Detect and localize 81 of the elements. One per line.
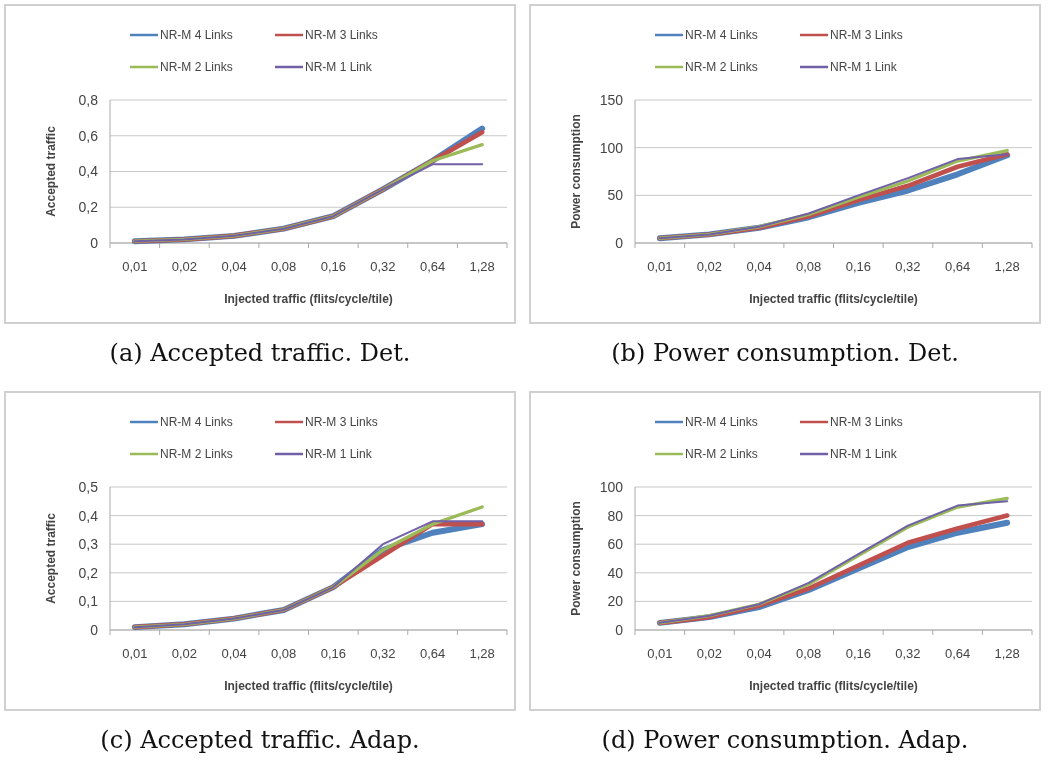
x-tick-label: 0,01: [647, 646, 673, 661]
text: (b) Power consumption. Det.: [611, 339, 959, 367]
x-tick-label: 0,02: [696, 646, 723, 661]
legend-label: NR-M 3 Links: [305, 28, 378, 43]
y-tick-label: 80: [607, 507, 624, 524]
legend-label: NR-M 1 Link: [305, 447, 373, 462]
x-tick-label: 0,04: [221, 646, 247, 661]
x-tick-label: 0,01: [122, 646, 148, 661]
x-tick-label: 0,01: [647, 259, 673, 274]
legend-label: NR-M 3 Links: [830, 415, 903, 430]
x-tick-label: 0,64: [419, 259, 446, 274]
x-axis-title: Injected traffic (flits/cycle/tile): [749, 292, 918, 306]
legend-label: NR-M 4 Links: [160, 415, 233, 430]
legend-label: NR-M 1 Link: [830, 60, 898, 75]
x-tick-label: 0,01: [122, 259, 148, 274]
y-tick-label: 0,8: [78, 91, 99, 108]
x-tick-label: 0,64: [944, 646, 971, 661]
y-axis-title: Power consumption: [569, 114, 583, 229]
y-axis-title: Accepted traffic: [44, 125, 58, 217]
x-tick-label: 0,02: [171, 646, 198, 661]
x-tick-label: 0,16: [320, 259, 346, 274]
y-tick-label: 0: [615, 234, 624, 251]
y-tick-label: 0: [90, 621, 99, 638]
y-tick-label: 20: [607, 593, 624, 610]
x-tick-label: 0,04: [221, 259, 247, 274]
x-tick-label: 1,28: [994, 646, 1020, 661]
y-tick-label: 60: [607, 536, 624, 553]
y-tick-label: 0,4: [78, 163, 99, 180]
x-tick-label: 0,64: [419, 646, 446, 661]
legend-label: NR-M 4 Links: [685, 28, 758, 43]
y-tick-label: 100: [599, 139, 624, 156]
y-tick-label: 0,3: [78, 536, 99, 553]
x-tick-label: 0,32: [370, 259, 396, 274]
x-tick-label: 0,08: [796, 646, 822, 661]
y-tick-label: 0: [90, 234, 99, 251]
legend-label: NR-M 4 Links: [160, 28, 233, 43]
y-tick-label: 0,1: [78, 593, 99, 610]
x-tick-label: 0,02: [696, 259, 723, 274]
x-tick-label: 0,64: [944, 259, 971, 274]
text: (d) Power consumption. Adap.: [601, 726, 969, 754]
legend-label: NR-M 1 Link: [830, 447, 898, 462]
y-tick-label: 0,5: [78, 478, 99, 495]
legend-label: NR-M 2 Links: [685, 447, 758, 462]
text: (a) Accepted traffic. Det.: [109, 339, 411, 367]
y-tick-label: 0,2: [78, 564, 99, 581]
legend-label: NR-M 2 Links: [685, 60, 758, 75]
x-tick-label: 0,04: [746, 646, 772, 661]
x-tick-label: 0,32: [895, 646, 921, 661]
x-axis-title: Injected traffic (flits/cycle/tile): [224, 292, 393, 306]
x-tick-label: 0,32: [895, 259, 921, 274]
x-tick-label: 0,32: [370, 646, 396, 661]
x-tick-label: 0,16: [320, 646, 346, 661]
x-tick-label: 0,16: [845, 259, 871, 274]
y-tick-label: 0,2: [78, 199, 99, 216]
x-tick-label: 0,08: [796, 259, 822, 274]
y-axis-title: Power consumption: [569, 501, 583, 616]
legend-label: NR-M 2 Links: [160, 60, 233, 75]
legend-label: NR-M 1 Link: [305, 60, 373, 75]
x-tick-label: 0,02: [171, 259, 198, 274]
y-tick-label: 40: [607, 564, 624, 581]
y-tick-label: 150: [599, 91, 624, 108]
legend-label: NR-M 2 Links: [160, 447, 233, 462]
x-tick-label: 0,04: [746, 259, 772, 274]
x-tick-label: 1,28: [469, 259, 495, 274]
x-tick-label: 0,08: [271, 259, 297, 274]
y-tick-label: 0,6: [78, 127, 99, 144]
y-axis-title: Accepted traffic: [44, 512, 58, 604]
x-tick-label: 0,08: [271, 646, 297, 661]
y-tick-label: 50: [607, 187, 624, 204]
y-tick-label: 100: [599, 478, 624, 495]
legend-label: NR-M 3 Links: [305, 415, 378, 430]
x-tick-label: 1,28: [994, 259, 1020, 274]
legend-label: NR-M 4 Links: [685, 415, 758, 430]
y-tick-label: 0,4: [78, 507, 99, 524]
x-tick-label: 0,16: [845, 646, 871, 661]
x-axis-title: Injected traffic (flits/cycle/tile): [749, 679, 918, 693]
x-tick-label: 1,28: [469, 646, 495, 661]
y-tick-label: 0: [615, 621, 624, 638]
text: (c) Accepted traffic. Adap.: [100, 726, 420, 754]
x-axis-title: Injected traffic (flits/cycle/tile): [224, 679, 393, 693]
legend-label: NR-M 3 Links: [830, 28, 903, 43]
